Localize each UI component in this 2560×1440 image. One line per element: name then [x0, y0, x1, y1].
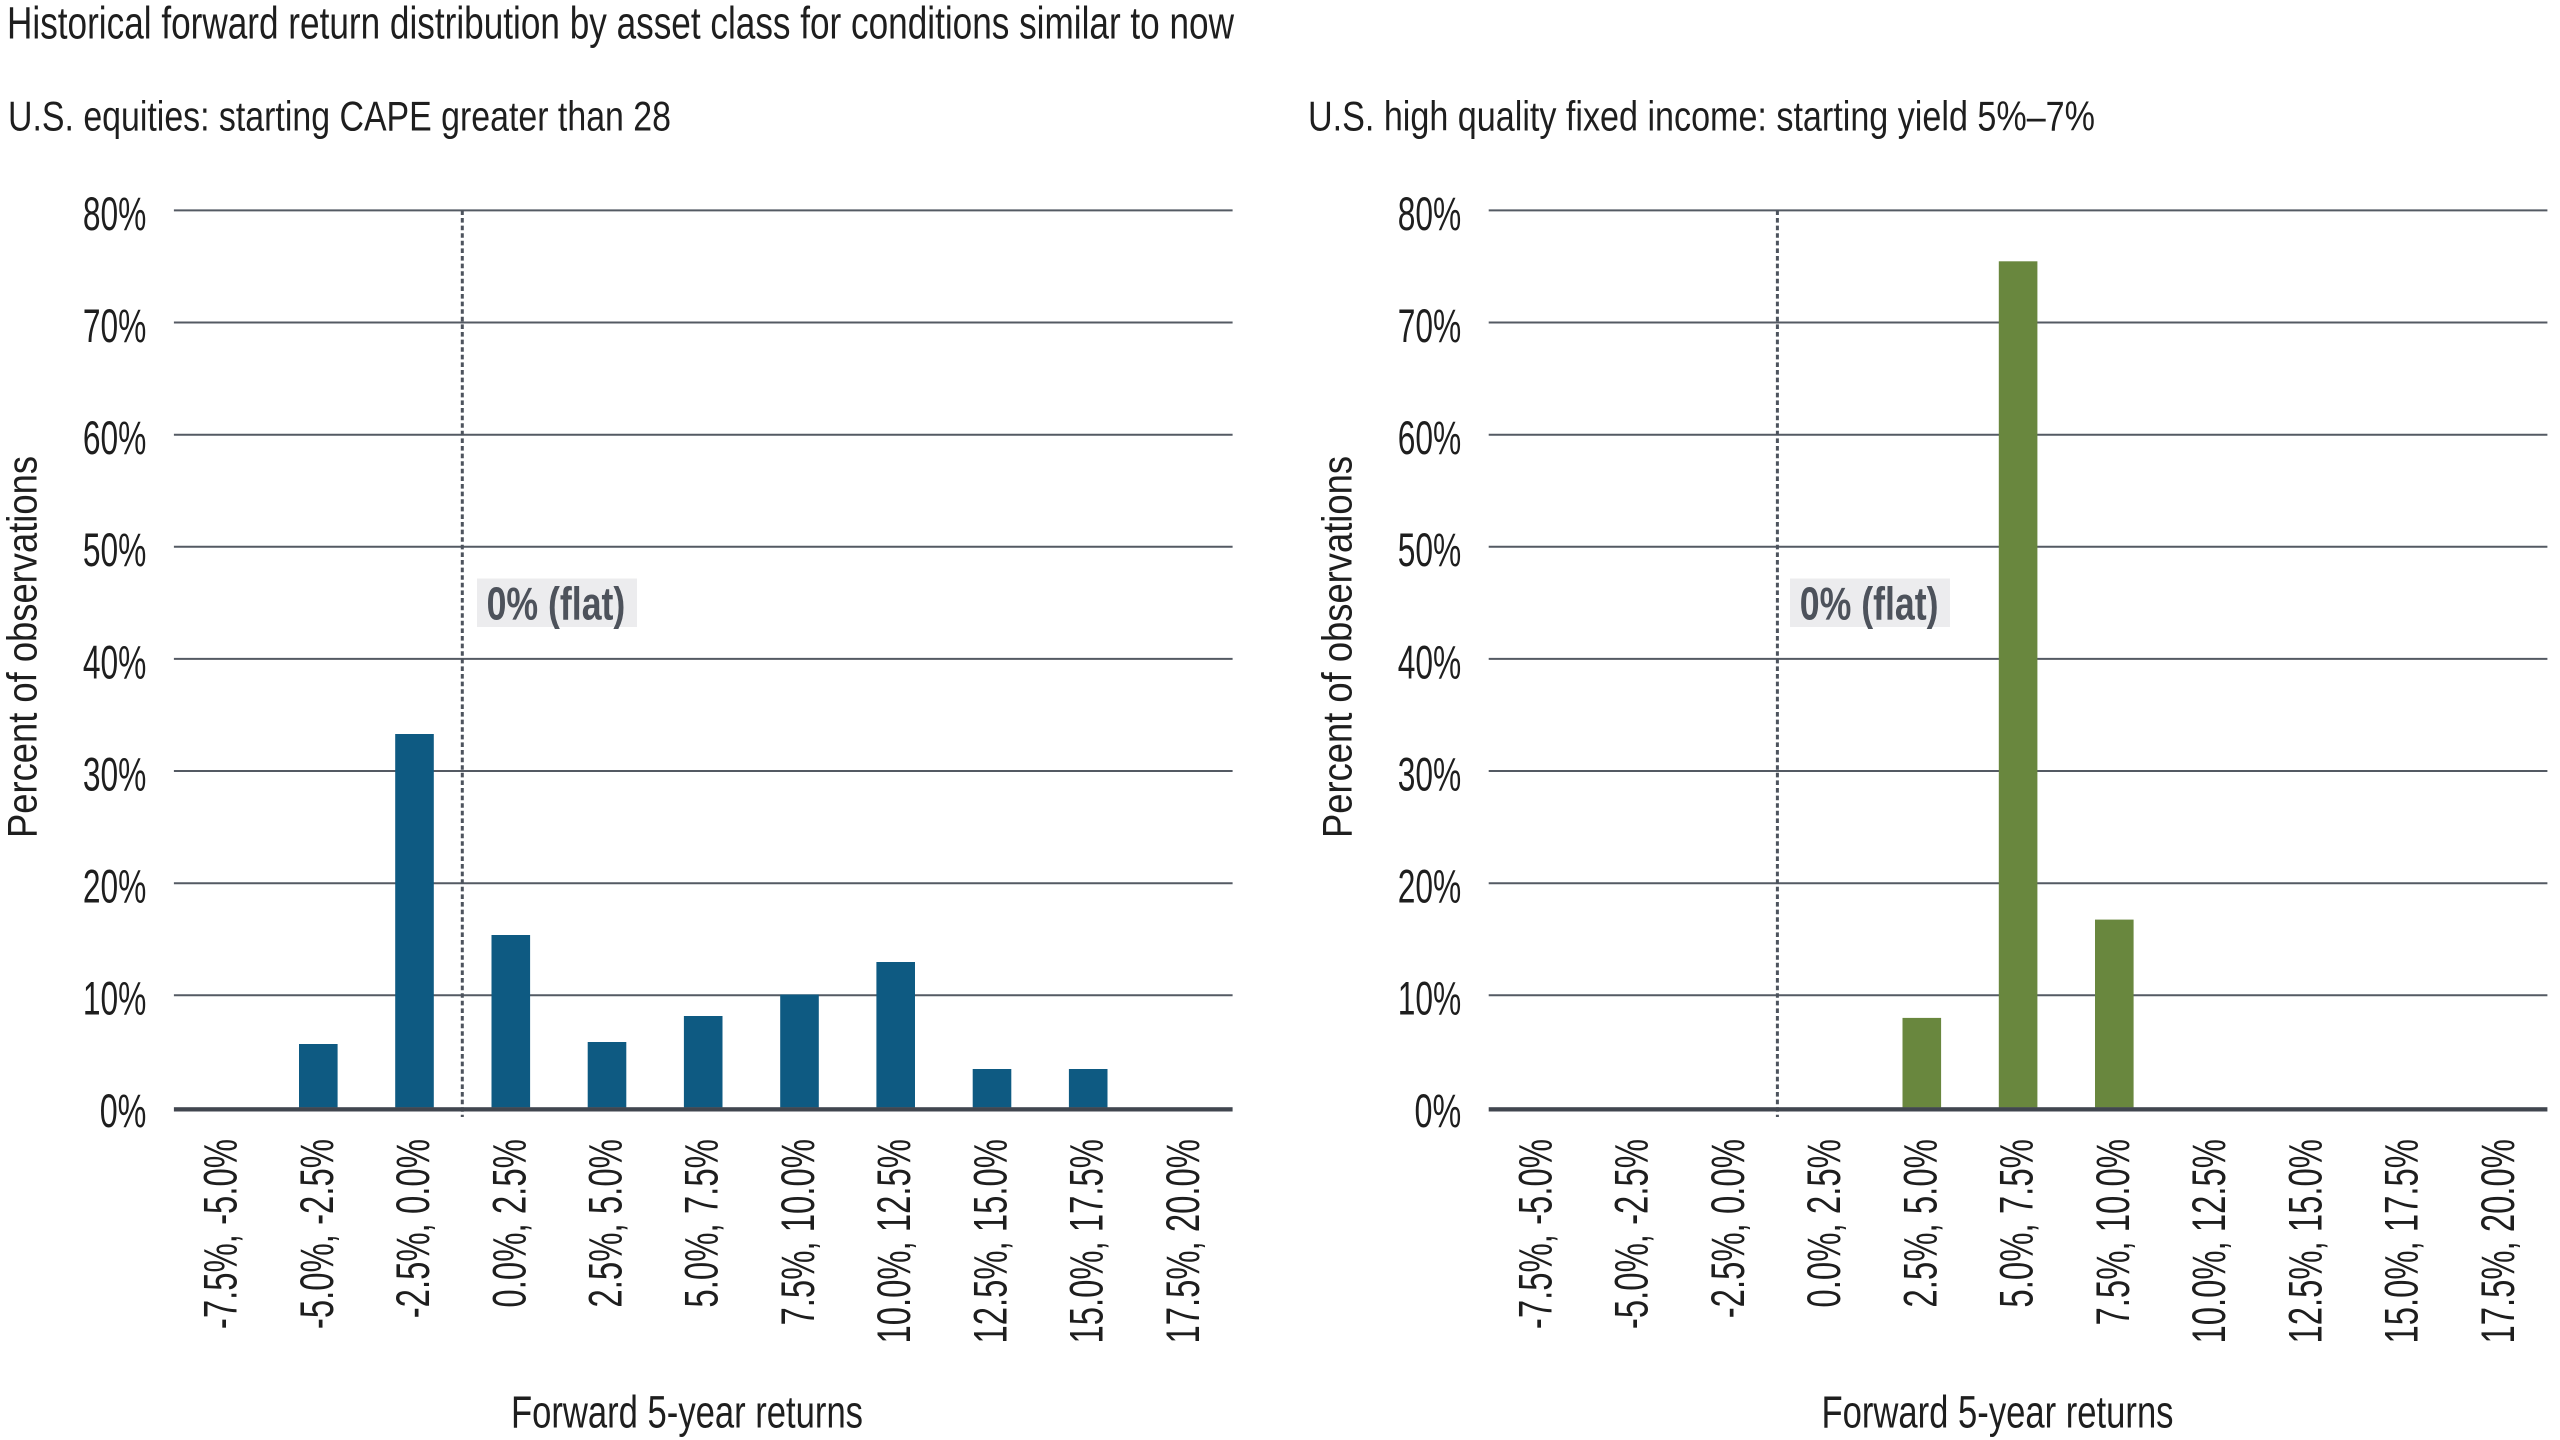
svg-text:7.5%, 10.0%: 7.5%, 10.0%	[772, 1139, 825, 1326]
svg-text:0%: 0%	[100, 1085, 147, 1138]
svg-text:U.S. high quality fixed income: U.S. high quality fixed income: starting…	[1308, 93, 2095, 140]
svg-text:-7.5%, -5.0%: -7.5%, -5.0%	[195, 1139, 248, 1329]
svg-text:5.0%, 7.5%: 5.0%, 7.5%	[676, 1139, 729, 1308]
svg-text:60%: 60%	[83, 412, 147, 465]
svg-text:15.0%, 17.5%: 15.0%, 17.5%	[2376, 1139, 2429, 1344]
svg-text:30%: 30%	[83, 748, 147, 801]
svg-text:0.0%, 2.5%: 0.0%, 2.5%	[1798, 1139, 1851, 1308]
svg-text:10.0%, 12.5%: 10.0%, 12.5%	[868, 1139, 921, 1344]
svg-text:Percent of observations: Percent of observations	[1313, 456, 1360, 838]
svg-text:40%: 40%	[83, 636, 147, 689]
svg-text:-5.0%, -2.5%: -5.0%, -2.5%	[1606, 1139, 1659, 1329]
svg-text:60%: 60%	[1398, 412, 1462, 465]
svg-text:12.5%, 15.0%: 12.5%, 15.0%	[2279, 1139, 2332, 1344]
svg-text:7.5%, 10.0%: 7.5%, 10.0%	[2087, 1139, 2140, 1326]
svg-text:Forward 5-year returns: Forward 5-year returns	[511, 1387, 863, 1438]
svg-text:-2.5%, 0.0%: -2.5%, 0.0%	[387, 1139, 440, 1318]
svg-text:5.0%, 7.5%: 5.0%, 7.5%	[1991, 1139, 2044, 1308]
svg-text:40%: 40%	[1398, 636, 1462, 689]
svg-text:0%: 0%	[1415, 1085, 1462, 1138]
svg-text:30%: 30%	[1398, 748, 1462, 801]
svg-text:10%: 10%	[83, 973, 147, 1026]
svg-text:17.5%, 20.0%: 17.5%, 20.0%	[2472, 1139, 2525, 1344]
svg-text:Percent of observations: Percent of observations	[0, 456, 46, 838]
svg-text:Forward 5-year returns: Forward 5-year returns	[1822, 1387, 2174, 1438]
svg-text:Historical forward return dist: Historical forward return distribution b…	[7, 0, 1234, 49]
svg-text:70%: 70%	[83, 300, 147, 353]
svg-text:17.5%, 20.0%: 17.5%, 20.0%	[1157, 1139, 1210, 1344]
svg-text:-7.5%, -5.0%: -7.5%, -5.0%	[1509, 1139, 1562, 1329]
svg-text:50%: 50%	[1398, 524, 1462, 577]
svg-text:-2.5%, 0.0%: -2.5%, 0.0%	[1702, 1139, 1755, 1318]
svg-text:12.5%, 15.0%: 12.5%, 15.0%	[965, 1139, 1018, 1344]
svg-text:20%: 20%	[83, 861, 147, 914]
svg-text:10%: 10%	[1398, 973, 1462, 1026]
svg-text:15.0%, 17.5%: 15.0%, 17.5%	[1061, 1139, 1114, 1344]
svg-text:2.5%, 5.0%: 2.5%, 5.0%	[580, 1139, 633, 1308]
svg-text:-5.0%, -2.5%: -5.0%, -2.5%	[291, 1139, 344, 1329]
svg-text:20%: 20%	[1398, 861, 1462, 914]
svg-text:80%: 80%	[83, 188, 147, 241]
svg-text:10.0%, 12.5%: 10.0%, 12.5%	[2183, 1139, 2236, 1344]
svg-text:70%: 70%	[1398, 300, 1462, 353]
svg-text:0% (flat): 0% (flat)	[1800, 578, 1939, 630]
svg-text:2.5%, 5.0%: 2.5%, 5.0%	[1894, 1139, 1947, 1308]
svg-text:50%: 50%	[83, 524, 147, 577]
svg-text:0% (flat): 0% (flat)	[487, 578, 626, 630]
svg-text:0.0%, 2.5%: 0.0%, 2.5%	[483, 1139, 536, 1308]
svg-text:U.S. equities: starting CAPE g: U.S. equities: starting CAPE greater tha…	[8, 93, 671, 140]
svg-text:80%: 80%	[1398, 188, 1462, 241]
